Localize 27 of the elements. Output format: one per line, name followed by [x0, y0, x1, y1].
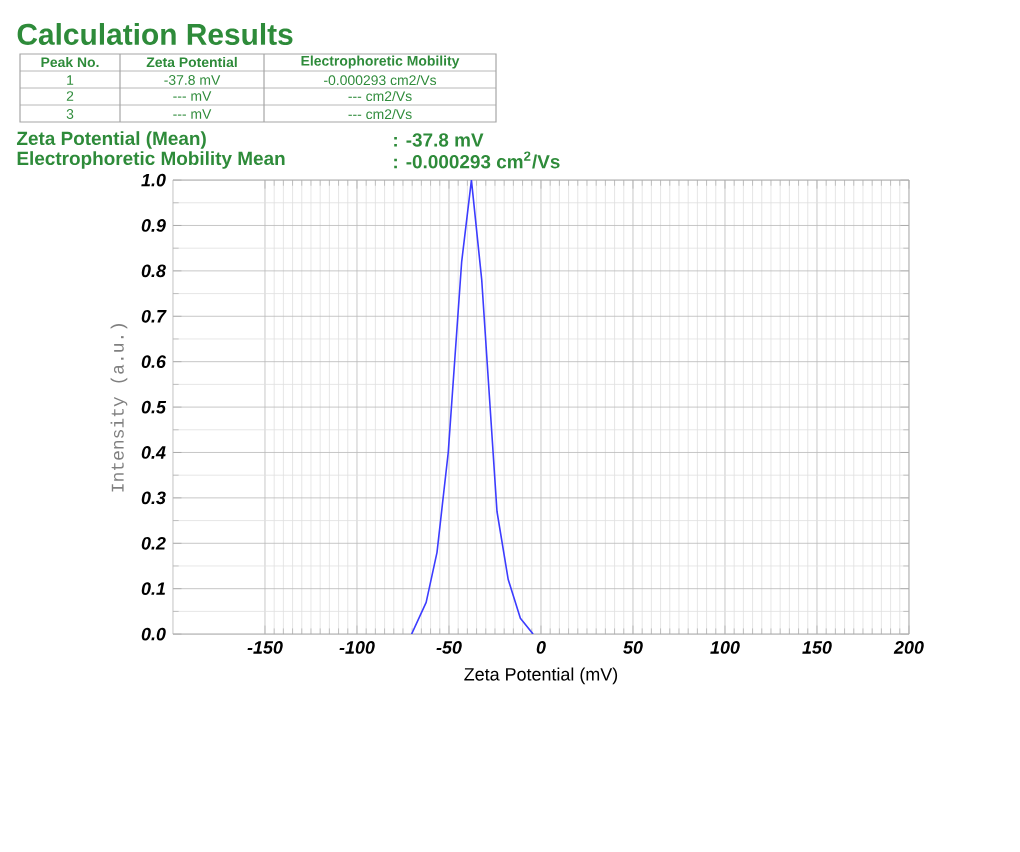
- x-tick-label: 200: [893, 641, 924, 654]
- y-tick-label: 0.6: [141, 355, 167, 369]
- y-tick-label: 0.4: [141, 446, 166, 459]
- y-tick-label: 0.3: [141, 491, 166, 505]
- text: Zeta Potential (Mean): [16, 131, 206, 149]
- text: : -37.8 mV: [394, 133, 484, 147]
- y-tick-label: 0.7: [141, 309, 167, 323]
- y-tick-label: 0.2: [141, 536, 166, 550]
- text: Electrophoretic Mobility Mean: [17, 151, 285, 169]
- y-tick-label: 1.0: [141, 173, 166, 187]
- x-tick-label: 150: [802, 641, 832, 654]
- x-tick-label: -150: [247, 641, 283, 654]
- x-tick-label: 0: [536, 641, 546, 654]
- x-tick-label: 50: [623, 641, 643, 654]
- x-tick-label: -100: [339, 641, 375, 654]
- y-tick-label: 0.8: [141, 264, 166, 278]
- y-tick-label: 0.1: [141, 582, 165, 596]
- y-tick-label: 0.0: [141, 627, 166, 641]
- chart-title: Calculation Results: [17, 23, 293, 45]
- x-axis-title: Zeta Potential (mV): [464, 667, 618, 685]
- x-tick-label: -50: [436, 641, 462, 654]
- x-tick-label: 100: [710, 641, 740, 654]
- line-series: [410, 180, 534, 635]
- text: : -0.000293 cm$^{2}$/Vs: [394, 151, 560, 169]
- y-tick-label: 0.5: [141, 400, 167, 414]
- y-tick-label: 0.9: [141, 219, 166, 232]
- y-axis-title: Intensity (a.u.): [110, 324, 128, 492]
